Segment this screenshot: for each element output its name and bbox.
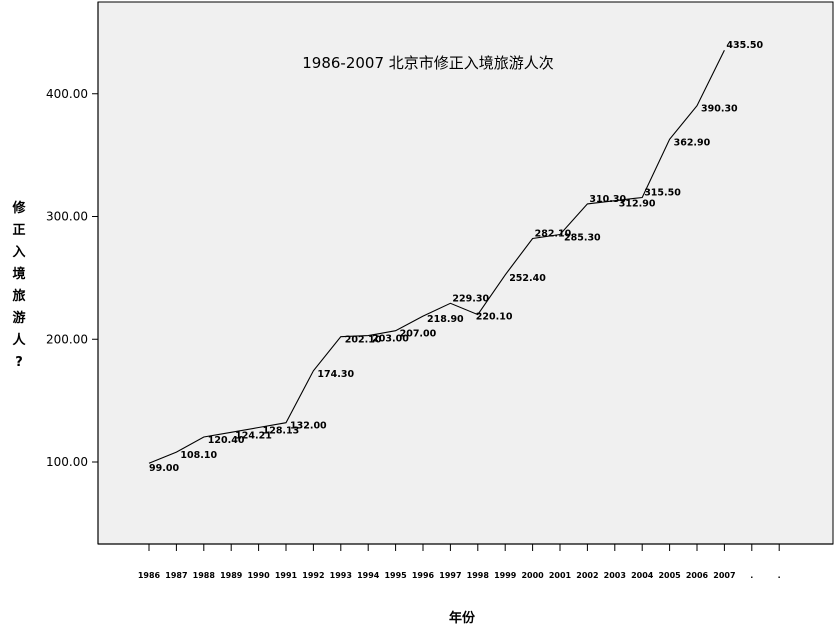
y-axis-title-char: ? <box>15 355 23 370</box>
data-label: 285.30 <box>564 233 601 244</box>
data-label: 229.30 <box>452 293 489 304</box>
data-label: 220.10 <box>476 312 513 323</box>
x-tick-label: 1995 <box>384 571 407 580</box>
x-tick-label: 1997 <box>439 571 461 580</box>
x-tick-label: 1998 <box>467 571 490 580</box>
x-tick-label: 1993 <box>330 571 352 580</box>
data-label: 218.90 <box>427 314 464 325</box>
data-label: 312.90 <box>619 199 656 210</box>
data-label: 207.00 <box>400 329 437 340</box>
x-tick-label: 2000 <box>521 571 544 580</box>
series-line <box>148 49 725 464</box>
data-label: 315.50 <box>644 187 681 198</box>
x-tick-label: 2007 <box>713 571 735 580</box>
x-tick-label: . <box>778 571 781 580</box>
x-axis-ticks: 1986 1987 1988 1989 1990 1991 1992 1993 1994 1995… <box>138 544 781 580</box>
x-tick-label: 1999 <box>494 571 517 580</box>
data-label: 435.50 <box>726 40 763 51</box>
y-axis-title-char: 入 <box>12 245 25 260</box>
x-tick-label: 2001 <box>549 571 572 580</box>
x-tick-label: 1994 <box>357 571 380 580</box>
data-label: 174.30 <box>317 369 354 380</box>
y-axis-title-char: 人 <box>12 332 26 348</box>
x-tick-label: 2004 <box>631 571 654 580</box>
x-tick-label: 1996 <box>412 571 435 580</box>
y-axis-ticks: 100.00 200.00 300.00 400.00 <box>46 87 98 469</box>
y-tick-label: 400.00 <box>46 87 88 101</box>
x-axis-title: 年份 <box>449 610 476 626</box>
x-tick-label: . <box>750 571 753 580</box>
y-axis-title-char: 境 <box>12 266 25 282</box>
x-tick-label: 2006 <box>686 571 709 580</box>
chart-title: 1986-2007 北京市修正入境旅游人次 <box>302 54 554 72</box>
data-label: 390.30 <box>701 104 738 115</box>
y-tick-label: 300.00 <box>46 210 88 224</box>
data-label: 124.21 <box>235 430 272 441</box>
x-tick-label: 2003 <box>604 571 626 580</box>
x-tick-label: 1992 <box>302 571 324 580</box>
y-tick-label: 200.00 <box>46 332 88 346</box>
data-label: 310.30 <box>589 194 626 205</box>
data-label: 202.10 <box>345 335 382 346</box>
data-label: 108.10 <box>180 450 217 461</box>
data-label: 120.40 <box>208 435 245 446</box>
data-label: 282.10 <box>535 228 572 239</box>
y-axis-title-char: 游 <box>12 310 25 326</box>
y-axis-title-char: 修 <box>11 200 26 216</box>
data-label: 203.00 <box>372 334 409 345</box>
x-tick-label: 1989 <box>220 571 243 580</box>
y-axis-title-char: 旅 <box>12 288 25 304</box>
x-tick-label: 1991 <box>275 571 298 580</box>
data-label: 128.13 <box>263 425 300 436</box>
y-axis-title-char: 正 <box>12 223 25 238</box>
plot-area <box>97 1 834 545</box>
data-label: 252.40 <box>509 273 546 284</box>
data-label: 132.00 <box>290 421 327 432</box>
x-tick-label: 2002 <box>576 571 598 580</box>
x-tick-label: 2005 <box>658 571 681 580</box>
y-tick-label: 100.00 <box>46 455 88 469</box>
x-tick-label: 1988 <box>193 571 216 580</box>
x-tick-label: 1990 <box>247 571 270 580</box>
data-label: 362.90 <box>674 137 711 148</box>
y-axis-title: 修正入境旅游人? <box>11 200 26 370</box>
x-tick-label: 1987 <box>165 571 187 580</box>
x-tick-label: 1986 <box>138 571 161 580</box>
data-label: 99.00 <box>149 463 179 474</box>
